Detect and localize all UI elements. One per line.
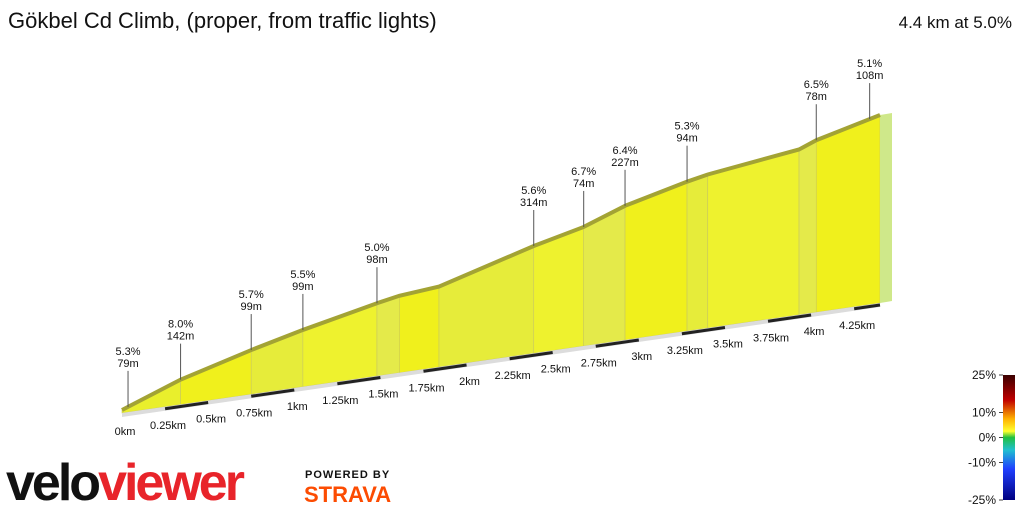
profile-slice — [815, 114, 881, 313]
annotation-length: 108m — [856, 70, 884, 82]
scale-tick-label: -25% — [968, 493, 996, 507]
x-tick-dash — [509, 351, 553, 361]
profile-slice — [707, 149, 800, 329]
x-tick-label: 1.25km — [322, 395, 358, 407]
color-scale — [1003, 375, 1015, 500]
annotation-length: 94m — [676, 133, 697, 145]
annotation-grade: 6.7% — [571, 166, 596, 178]
x-tick-dash — [595, 338, 640, 348]
annotation-grade: 5.5% — [290, 269, 315, 281]
annotation-length: 227m — [611, 157, 639, 169]
x-tick-dash — [853, 303, 881, 311]
x-tick-dash — [681, 326, 726, 336]
profile-slice — [376, 295, 400, 377]
x-tick-dash — [337, 376, 381, 386]
scale-tick-label: 10% — [972, 406, 996, 420]
x-tick-dash — [164, 401, 209, 411]
annotation-length: 314m — [520, 197, 548, 209]
annotation-grade: 5.1% — [857, 58, 882, 70]
x-tick-label: 2.75km — [581, 357, 617, 369]
x-tick-label: 1.5km — [368, 389, 398, 401]
x-tick-label: 3.5km — [713, 339, 743, 351]
x-tick-label: 0km — [115, 426, 136, 438]
x-tick-label: 2.5km — [541, 364, 571, 376]
x-tick-label: 2.25km — [495, 370, 531, 382]
x-tick-label: 0.75km — [236, 407, 272, 419]
scale-tick-label: 0% — [979, 431, 997, 445]
annotation-length: 78m — [806, 91, 827, 103]
annotation-length: 79m — [117, 358, 138, 370]
x-tick-label: 1km — [287, 401, 308, 413]
profile-slice — [399, 286, 440, 374]
x-tick-dash — [423, 363, 467, 373]
annotation-length: 98m — [366, 254, 387, 266]
annotation-grade: 5.6% — [521, 185, 546, 197]
powered-by: POWERED BY — [305, 469, 390, 481]
strava-logo: STRAVA — [304, 482, 391, 507]
annotation-length: 74m — [573, 178, 594, 190]
x-tick-label: 1.75km — [408, 382, 444, 394]
annotation-grade: 6.5% — [804, 79, 829, 91]
x-tick-label: 4km — [804, 326, 825, 338]
logo-velo: velo — [6, 454, 99, 512]
profile-slice — [533, 226, 584, 354]
annotation-length: 99m — [241, 301, 262, 313]
annotation-grade: 8.0% — [168, 319, 193, 331]
logo-viewer: viewer — [98, 454, 245, 512]
annotation-length: 142m — [167, 331, 195, 343]
profile-slice — [798, 139, 817, 316]
x-tick-dash — [767, 313, 812, 323]
x-tick-label: 0.5km — [196, 414, 226, 426]
scale-tick-label: -10% — [968, 456, 996, 470]
x-tick-label: 4.25km — [839, 320, 875, 332]
annotation-grade: 5.0% — [364, 242, 389, 254]
profile-end — [880, 113, 892, 303]
x-tick-label: 3.25km — [667, 345, 703, 357]
x-tick-label: 2km — [459, 376, 480, 388]
profile-slice — [624, 181, 688, 341]
scale-tick-label: 25% — [972, 368, 996, 382]
annotation-grade: 5.3% — [675, 121, 700, 133]
annotation-grade: 5.7% — [239, 289, 264, 301]
annotation-grade: 6.4% — [612, 145, 637, 157]
profile-slice — [686, 174, 709, 332]
x-tick-dash — [250, 388, 295, 398]
x-tick-label: 0.25km — [150, 420, 186, 432]
chart-title: Gökbel Cd Climb, (proper, from traffic l… — [8, 8, 437, 33]
chart-subtitle: 4.4 km at 5.0% — [899, 13, 1012, 32]
x-tick-label: 3.75km — [753, 332, 789, 344]
annotation-length: 99m — [292, 281, 313, 293]
annotation-grade: 5.3% — [115, 346, 140, 358]
profile-slice — [583, 205, 626, 347]
x-tick-label: 3km — [631, 351, 652, 363]
logo: veloviewer — [6, 454, 245, 512]
